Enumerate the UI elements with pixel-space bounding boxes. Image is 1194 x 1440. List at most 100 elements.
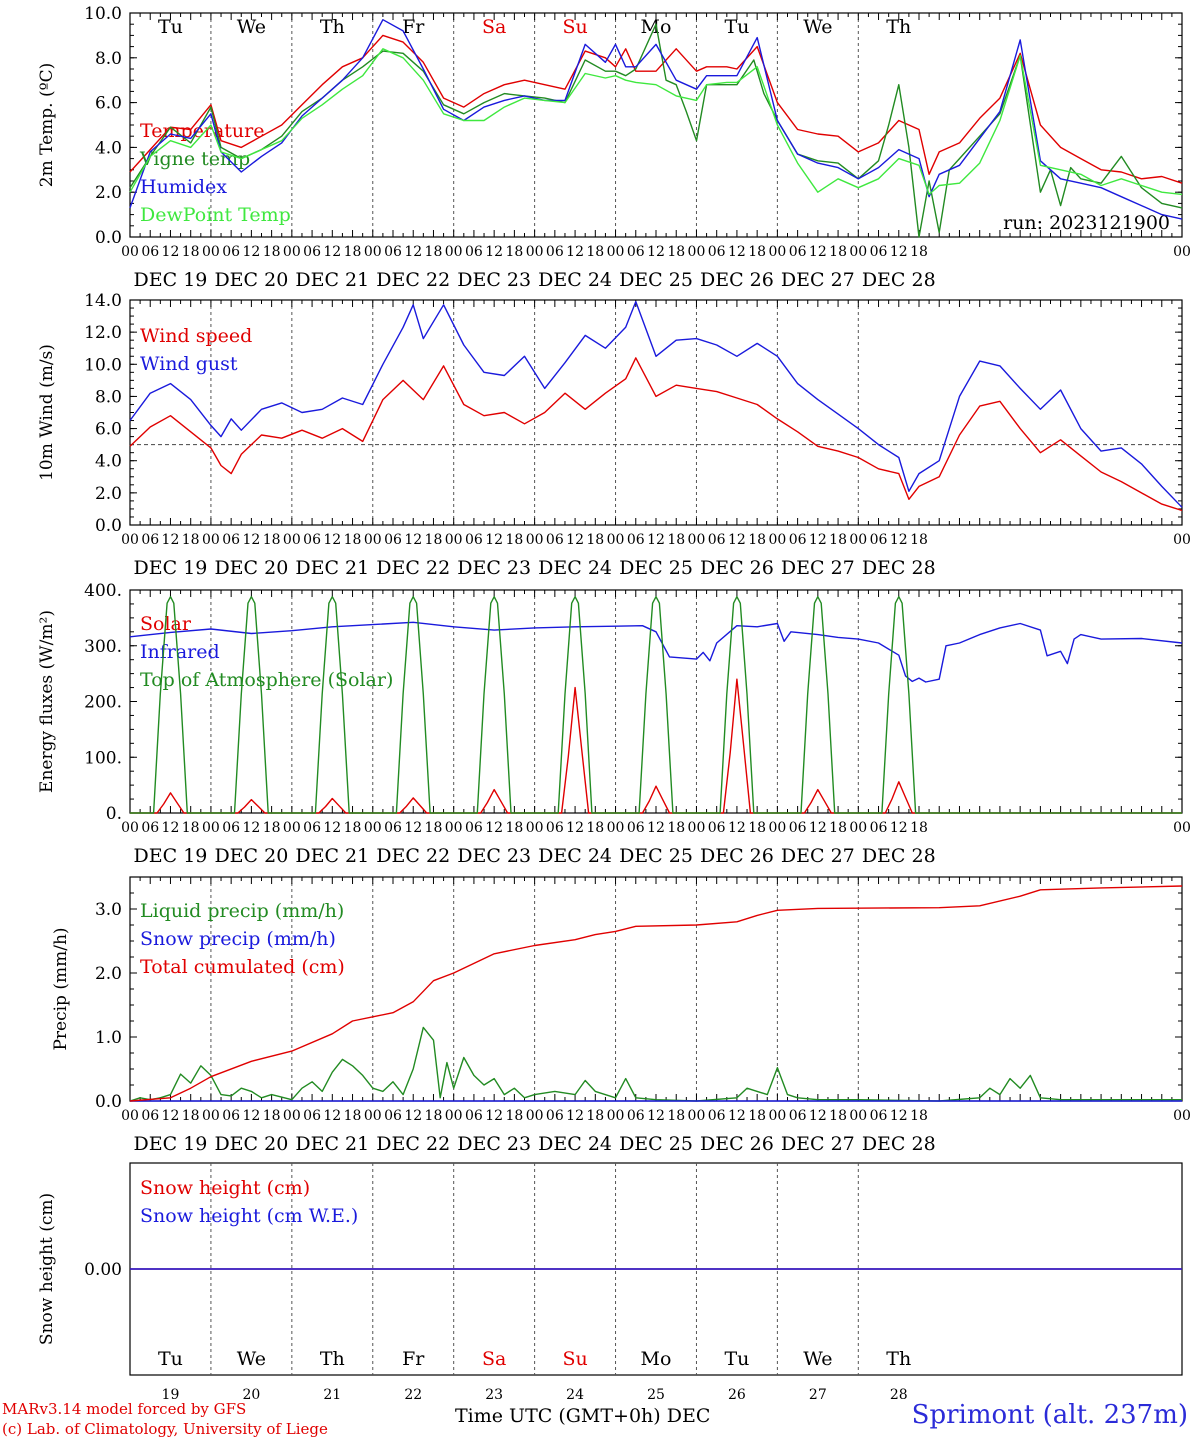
series-line [130,596,1182,814]
hour-tick-label: 00 [526,244,544,260]
hour-tick-label: 06 [465,244,483,260]
y-tick-label: 0.00 [84,1260,122,1280]
hour-tick-label: 06 [546,244,564,260]
date-label: DEC 24 [538,845,612,867]
date-label: DEC 25 [619,557,693,579]
date-label: DEC 21 [295,557,369,579]
hour-tick-label: 00 [121,1108,139,1124]
date-label: DEC 23 [457,557,531,579]
date-label: DEC 24 [538,269,612,291]
hour-tick-label: 18 [748,244,766,260]
hour-tick-label: 12 [728,244,746,260]
date-label: DEC 22 [376,1133,450,1155]
y-tick-label: 400. [84,581,122,601]
hour-tick-label: 06 [141,820,159,836]
y-tick-label: 4.0 [95,452,122,472]
weekday-label: We [237,1348,266,1370]
hour-tick-label: 18 [182,820,200,836]
date-label: DEC 28 [862,845,936,867]
hour-tick-label: 00 [283,820,301,836]
date-label: DEC 20 [214,557,288,579]
legend-label: Snow height (cm) [140,1177,310,1199]
hour-tick-label: 12 [728,1108,746,1124]
time-axis-label: Time UTC (GMT+0h) DEC [455,1405,710,1427]
weekday-label: Tu [724,1348,749,1370]
hour-tick-label: 18 [586,1108,604,1124]
hour-tick-label: 00 [849,244,867,260]
hour-tick-label: 00 [688,1108,706,1124]
date-label: DEC 27 [781,557,855,579]
hour-tick-label: 00 [202,1108,220,1124]
legend-label: Humidex [140,176,227,198]
hour-tick-label: 00 [607,820,625,836]
day-number-label: 25 [647,1387,665,1403]
y-tick-label: 0.0 [95,228,122,248]
hour-tick-label: 00 [768,1108,786,1124]
time-axis-text: Time UTC (GMT+0h) [455,1405,661,1427]
hour-tick-label: 12 [728,532,746,548]
hour-tick-label: 00 [364,820,382,836]
hour-tick-label: 18 [344,820,362,836]
day-number-label: 26 [728,1387,746,1403]
y-tick-label: 14.0 [84,291,122,311]
hour-tick-label: 18 [829,1108,847,1124]
hour-tick-label: 00 [283,1108,301,1124]
hour-tick-label: 06 [222,532,240,548]
hour-tick-label: 12 [647,1108,665,1124]
station-name: Sprimont (alt. 237m) [911,1400,1188,1430]
hour-tick-label: 00 [283,244,301,260]
hour-tick-label: 00 [607,1108,625,1124]
weekday-label: We [237,16,266,38]
hour-tick-label: 18 [263,820,281,836]
weekday-label: Tu [158,1348,183,1370]
legend-label: DewPoint Temp [140,204,291,226]
hour-tick-label: 12 [242,244,260,260]
date-label: DEC 26 [700,845,774,867]
y-tick-label: 0.0 [95,1092,122,1112]
hour-tick-label: 00 [849,532,867,548]
series-line [129,48,1183,196]
date-label: DEC 19 [134,269,208,291]
hour-tick-label: 06 [141,532,159,548]
hour-tick-label: 00 [768,820,786,836]
hour-tick-label: 18 [505,244,523,260]
hour-tick-label: 12 [404,820,422,836]
hour-tick-label: 12 [566,532,584,548]
date-label: DEC 28 [862,269,936,291]
hour-tick-label: 12 [890,532,908,548]
hour-tick-label: 06 [303,820,321,836]
hour-tick-label: 00 [688,532,706,548]
hour-tick-label: 06 [708,244,726,260]
day-number-label: 24 [566,1387,584,1403]
hour-tick-label: 18 [667,820,685,836]
y-tick-label: 10.0 [84,4,122,24]
hour-tick-label: 12 [728,820,746,836]
hour-tick-label: 12 [162,820,180,836]
hour-tick-label: 18 [425,820,443,836]
hour-tick-label: 00 [364,532,382,548]
weekday-label: Th [320,16,345,38]
series-line [129,34,1183,184]
hour-tick-label: 12 [647,244,665,260]
date-label: DEC 26 [700,269,774,291]
hour-tick-label: 06 [789,244,807,260]
hour-tick-label: 00 [445,820,463,836]
hour-tick-label: 18 [910,1108,928,1124]
hour-tick-label: 12 [162,1108,180,1124]
weekday-label: Su [562,16,587,38]
hour-tick-label: 06 [546,532,564,548]
hour-tick-label: 00 [526,1108,544,1124]
hour-tick-label: 00 [688,244,706,260]
y-axis-title: Precip (mm/h) [51,927,71,1050]
hour-tick-label: 12 [485,244,503,260]
hour-tick-label: 18 [748,1108,766,1124]
day-number-label: 22 [404,1387,422,1403]
weekday-label: Fr [402,16,425,38]
hour-tick-label: 06 [384,820,402,836]
hour-tick-label: 00 [445,532,463,548]
hour-tick-label: 06 [708,820,726,836]
hour-tick-label: 00 [1173,820,1191,836]
date-label: DEC 19 [134,1133,208,1155]
y-tick-label: 0. [106,804,122,824]
